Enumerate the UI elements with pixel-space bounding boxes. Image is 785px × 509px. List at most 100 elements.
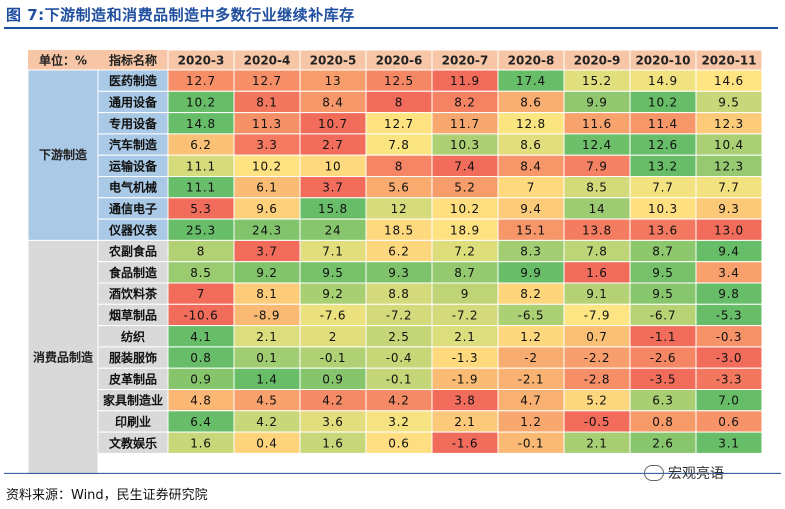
- data-label: 12.5: [384, 74, 414, 88]
- data-label: -6.7: [650, 308, 677, 322]
- row-label: 运输设备: [109, 158, 158, 173]
- data-label: 12.3: [714, 159, 744, 173]
- data-label: 9.3: [718, 202, 739, 216]
- data-label: 24: [325, 223, 342, 237]
- data-label: 0.8: [652, 415, 673, 429]
- data-label: -2.1: [518, 372, 545, 386]
- data-label: 6.3: [652, 394, 673, 408]
- data-label: 0.7: [586, 330, 607, 344]
- column-header: 2020-7: [442, 54, 489, 68]
- header-unit: 单位：%: [39, 53, 87, 68]
- data-label: 1.6: [322, 436, 343, 450]
- data-label: 1.2: [520, 330, 541, 344]
- data-label: -3.5: [650, 372, 677, 386]
- data-label: -2.2: [584, 351, 611, 365]
- data-label: 24.3: [252, 223, 282, 237]
- data-label: 11.1: [186, 181, 216, 195]
- row-label: 通信电子: [109, 201, 157, 216]
- row-label: 通用设备: [109, 94, 158, 109]
- data-label: -0.1: [386, 372, 413, 386]
- data-label: 10.2: [450, 202, 480, 216]
- row-label: 文教娱乐: [109, 435, 157, 450]
- data-label: 10.2: [186, 95, 216, 109]
- data-label: -2.8: [584, 372, 611, 386]
- row-label: 专用设备: [109, 116, 158, 131]
- data-label: 9.5: [652, 287, 673, 301]
- data-label: -0.5: [584, 415, 611, 429]
- data-label: 12.7: [186, 74, 216, 88]
- data-label: 2.7: [322, 138, 343, 152]
- column-header: 2020-11: [701, 54, 756, 68]
- data-label: 13: [325, 74, 342, 88]
- data-label: 25.3: [186, 223, 216, 237]
- header-corner-bg: [28, 50, 168, 70]
- data-label: 3.7: [256, 245, 277, 259]
- data-label: 3.2: [388, 415, 409, 429]
- data-label: -1.9: [452, 372, 479, 386]
- data-label: 11.4: [648, 117, 678, 131]
- column-header: 2020-10: [635, 54, 690, 68]
- data-label: 8.1: [256, 287, 277, 301]
- row-label: 烟草制品: [109, 307, 157, 322]
- data-label: -8.9: [254, 308, 281, 322]
- data-label: 6.2: [388, 245, 409, 259]
- data-label: 15.1: [516, 223, 546, 237]
- data-label: 7.9: [586, 159, 607, 173]
- data-label: 7.8: [586, 245, 607, 259]
- data-label: 9.5: [322, 266, 343, 280]
- data-label: 10.7: [318, 117, 348, 131]
- data-label: 3.8: [454, 394, 475, 408]
- data-label: 10: [325, 159, 342, 173]
- data-label: 8.3: [520, 245, 541, 259]
- data-label: 14.9: [648, 74, 678, 88]
- data-label: 7.2: [454, 245, 475, 259]
- data-label: 9.5: [652, 266, 673, 280]
- data-label: 2.6: [652, 436, 673, 450]
- group-label: 下游制造: [39, 147, 88, 162]
- data-label: 0.1: [256, 351, 277, 365]
- data-label: 8.4: [322, 95, 343, 109]
- source-note: 资料来源：Wind，民生证券研究院: [6, 488, 208, 503]
- data-label: -3.0: [716, 351, 743, 365]
- data-label: 8: [395, 95, 403, 109]
- data-label: 5.6: [388, 181, 409, 195]
- data-label: 9.2: [256, 266, 277, 280]
- data-label: 4.5: [256, 394, 277, 408]
- row-label: 仪器仪表: [108, 222, 158, 237]
- data-label: 11.7: [450, 117, 480, 131]
- data-label: 2.5: [388, 330, 409, 344]
- data-label: 8.4: [520, 159, 541, 173]
- data-label: -7.9: [584, 308, 611, 322]
- data-label: 9.6: [256, 202, 277, 216]
- data-label: 3.4: [718, 266, 739, 280]
- data-label: 7: [197, 287, 205, 301]
- data-label: -0.3: [716, 330, 743, 344]
- data-label: 11.9: [450, 74, 480, 88]
- data-label: 8.2: [520, 287, 541, 301]
- data-label: -1.6: [452, 436, 479, 450]
- data-label: 7.4: [454, 159, 475, 173]
- data-label: 12: [391, 202, 408, 216]
- row-label: 汽车制造: [109, 137, 158, 152]
- data-label: 3.7: [322, 181, 343, 195]
- data-label: 4.2: [256, 415, 277, 429]
- data-label: 9.9: [586, 95, 607, 109]
- data-label: -7.6: [320, 308, 347, 322]
- row-label: 电气机械: [109, 180, 157, 195]
- data-label: 10.3: [450, 138, 480, 152]
- column-header: 2020-5: [310, 54, 357, 68]
- row-label: 家具制造业: [103, 393, 163, 408]
- data-label: 0.8: [190, 351, 211, 365]
- data-label: -7.2: [452, 308, 479, 322]
- data-label: 0.6: [388, 436, 409, 450]
- column-header: 2020-8: [508, 54, 555, 68]
- data-label: 7.0: [718, 394, 739, 408]
- row-label: 医药制造: [109, 73, 158, 88]
- data-label: -7.2: [386, 308, 413, 322]
- data-label: 3.1: [718, 436, 739, 450]
- data-label: 14: [589, 202, 606, 216]
- data-label: 8.2: [454, 95, 475, 109]
- data-label: 8.5: [190, 266, 211, 280]
- data-label: 8.5: [586, 181, 607, 195]
- data-label: 10.4: [714, 138, 744, 152]
